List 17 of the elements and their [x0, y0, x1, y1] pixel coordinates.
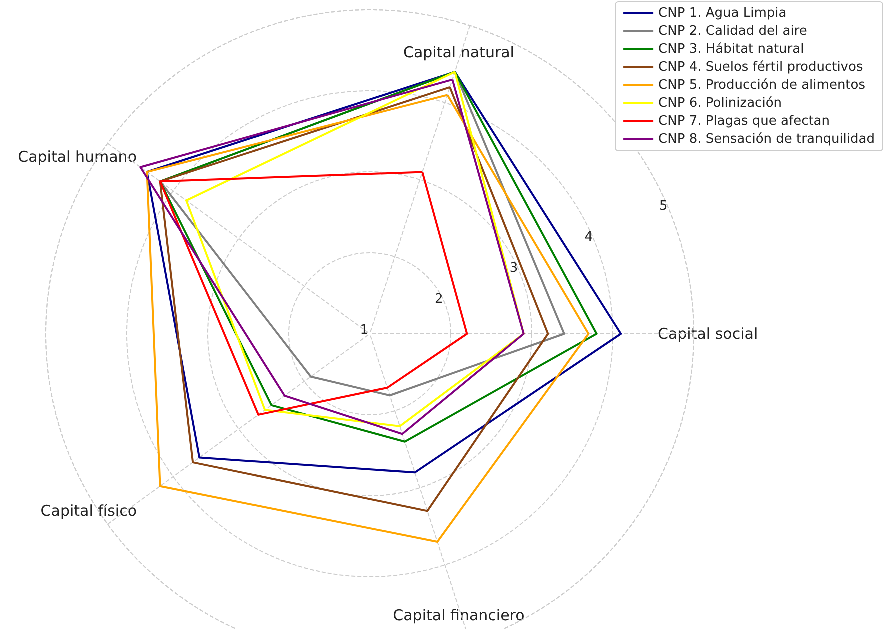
- spoke-label: Capital humano: [18, 148, 138, 166]
- spoke-label: Capital físico: [40, 502, 138, 520]
- spoke-label: Capital natural: [404, 44, 514, 62]
- y-tick-label: 2: [435, 292, 444, 307]
- y-tick-label: 3: [510, 260, 518, 276]
- legend-label: CNP 6. Polinización: [658, 96, 782, 111]
- y-tick-label: 5: [660, 198, 668, 214]
- legend-label: CNP 4. Suelos fértil productivos: [658, 60, 864, 75]
- y-tick-label: 1: [360, 322, 368, 338]
- legend-label: CNP 5. Producción de alimentos: [658, 78, 866, 93]
- legend-label: CNP 1. Agua Limpia: [658, 6, 787, 21]
- spoke-label: Capital financiero: [393, 606, 525, 624]
- legend-label: CNP 2. Calidad del aire: [658, 24, 808, 39]
- y-tick-label: 4: [584, 230, 593, 245]
- legend-label: CNP 7. Plagas que afectan: [658, 114, 830, 129]
- legend-label: CNP 3. Hábitat natural: [658, 42, 804, 57]
- legend-label: CNP 8. Sensación de tranquilidad: [658, 132, 876, 147]
